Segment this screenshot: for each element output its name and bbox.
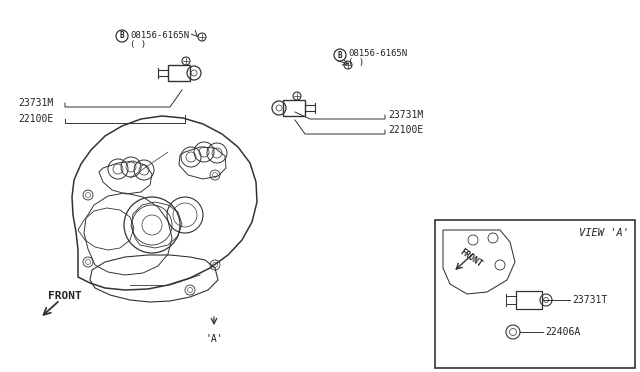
Text: 23731M: 23731M xyxy=(18,98,53,108)
Text: 08156-6165N: 08156-6165N xyxy=(348,49,407,58)
Text: 23731M: 23731M xyxy=(388,110,423,120)
Text: 22100E: 22100E xyxy=(388,125,423,135)
Text: ( ): ( ) xyxy=(348,58,364,67)
Text: VIEW 'A': VIEW 'A' xyxy=(579,228,629,238)
Text: J22100MF: J22100MF xyxy=(583,355,630,365)
Text: 08156-6165N: 08156-6165N xyxy=(130,31,189,39)
Text: FRONT: FRONT xyxy=(458,247,484,269)
Bar xyxy=(435,220,635,368)
Text: 23731T: 23731T xyxy=(572,295,607,305)
Text: 22100E: 22100E xyxy=(18,114,53,124)
Text: ( ): ( ) xyxy=(130,39,146,48)
Text: B: B xyxy=(120,32,124,41)
Text: B: B xyxy=(338,51,342,60)
Text: 22406A: 22406A xyxy=(545,327,580,337)
Text: 'A': 'A' xyxy=(205,334,223,344)
Text: FRONT: FRONT xyxy=(48,291,82,301)
